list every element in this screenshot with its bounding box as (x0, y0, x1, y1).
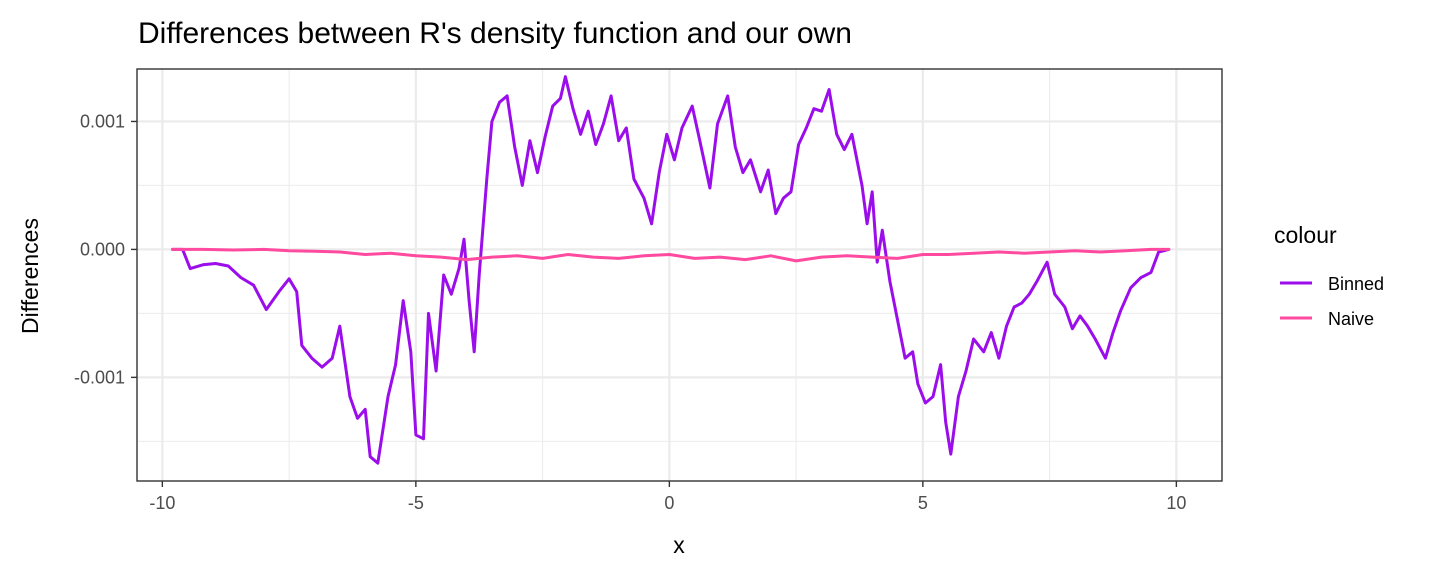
grid-minor (137, 69, 1222, 481)
grid-major (137, 69, 1222, 481)
series-line-binned (171, 75, 1171, 465)
y-tick-label: -0.001 (74, 367, 125, 387)
x-axis-title: x (673, 532, 685, 558)
legend-label-naive: Naive (1328, 309, 1374, 329)
series-line-naive (171, 247, 1171, 263)
x-tick-label: -5 (408, 493, 424, 513)
x-axis: -10 -5 0 5 10 (149, 481, 1186, 513)
panel-background (137, 69, 1222, 481)
panel-border (136, 68, 1223, 482)
legend-label-binned: Binned (1328, 274, 1384, 294)
x-tick-label: 5 (918, 493, 928, 513)
chart-title: Differences between R's density function… (138, 17, 852, 50)
y-tick-label: 0.000 (80, 239, 125, 259)
y-axis-title: Differences (17, 218, 43, 334)
legend-title: colour (1274, 222, 1337, 248)
x-tick-label: 10 (1166, 493, 1186, 513)
x-tick-label: 0 (664, 493, 674, 513)
x-tick-label: -10 (149, 493, 175, 513)
plot-panel (136, 68, 1223, 482)
series-layer (171, 75, 1171, 465)
legend: colour Binned Naive (1274, 222, 1384, 329)
y-tick-label: 0.001 (80, 111, 125, 131)
y-axis: -0.001 0.000 0.001 (74, 111, 137, 387)
